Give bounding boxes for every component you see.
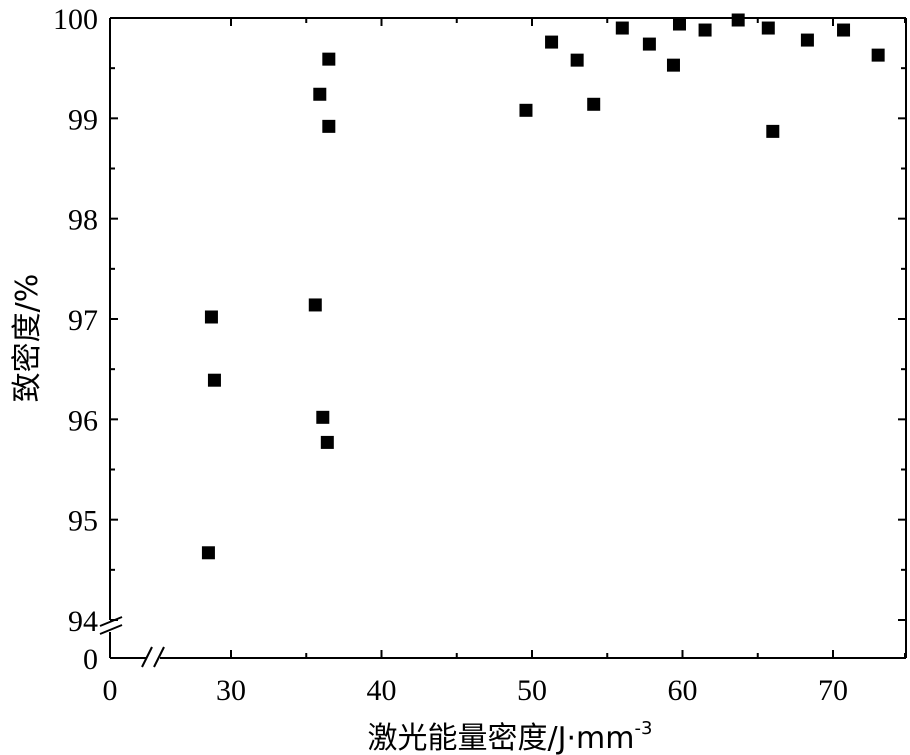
data-point <box>322 52 336 66</box>
y-tick-label: 96 <box>68 404 98 437</box>
data-point <box>587 97 601 111</box>
data-point <box>545 35 559 49</box>
x-axis-title-superscript: -3 <box>635 718 653 739</box>
axis-break-marks <box>99 616 165 668</box>
y-ticks <box>110 17 906 659</box>
plot-frame <box>109 17 907 659</box>
x-tick-label: 50 <box>517 674 547 707</box>
y-tick-labels: 0 94 95 96 97 98 99 100 <box>53 3 98 676</box>
data-points <box>201 13 885 560</box>
data-point <box>316 410 330 424</box>
x-axis-break-mark <box>141 646 153 668</box>
x-tick-label: 0 <box>103 674 118 707</box>
x-tick-label: 40 <box>367 674 397 707</box>
data-point <box>642 37 656 51</box>
data-point <box>800 33 814 47</box>
data-point <box>308 298 322 312</box>
x-tick-label: 70 <box>818 674 848 707</box>
y-axis-break-mark <box>99 616 123 627</box>
data-point <box>731 13 745 27</box>
data-point <box>766 124 780 138</box>
data-point <box>201 546 215 560</box>
data-point <box>320 435 334 449</box>
data-point <box>698 23 712 37</box>
y-tick-label: 95 <box>68 505 98 538</box>
y-axis-title: 致密度/% <box>10 274 45 403</box>
y-tick-label: 99 <box>68 103 98 136</box>
x-axis-title: 激光能量密度/J·mm-3 <box>368 718 653 755</box>
data-point <box>615 21 629 35</box>
x-axis-title-main: 激光能量密度/J·mm <box>368 721 635 755</box>
data-point <box>313 87 327 101</box>
y-tick-label: 0 <box>83 643 98 676</box>
data-point <box>519 103 533 117</box>
x-axis-break-mark <box>153 646 165 668</box>
data-point <box>837 23 851 37</box>
data-point <box>322 119 336 133</box>
data-point <box>761 21 775 35</box>
data-point <box>871 48 885 62</box>
data-point <box>666 58 680 72</box>
y-tick-label: 94 <box>68 605 98 638</box>
x-tick-labels: 0 30 40 50 60 70 <box>103 674 849 707</box>
y-tick-label: 98 <box>68 204 98 237</box>
data-point <box>672 17 686 31</box>
data-point <box>570 53 584 67</box>
x-ticks <box>230 18 906 658</box>
x-tick-label: 60 <box>668 674 698 707</box>
y-axis-break-mark <box>99 624 123 635</box>
x-tick-label: 30 <box>216 674 246 707</box>
y-tick-label: 97 <box>68 304 98 337</box>
y-tick-label: 100 <box>53 3 98 36</box>
data-point <box>204 310 218 324</box>
data-point <box>207 373 221 387</box>
